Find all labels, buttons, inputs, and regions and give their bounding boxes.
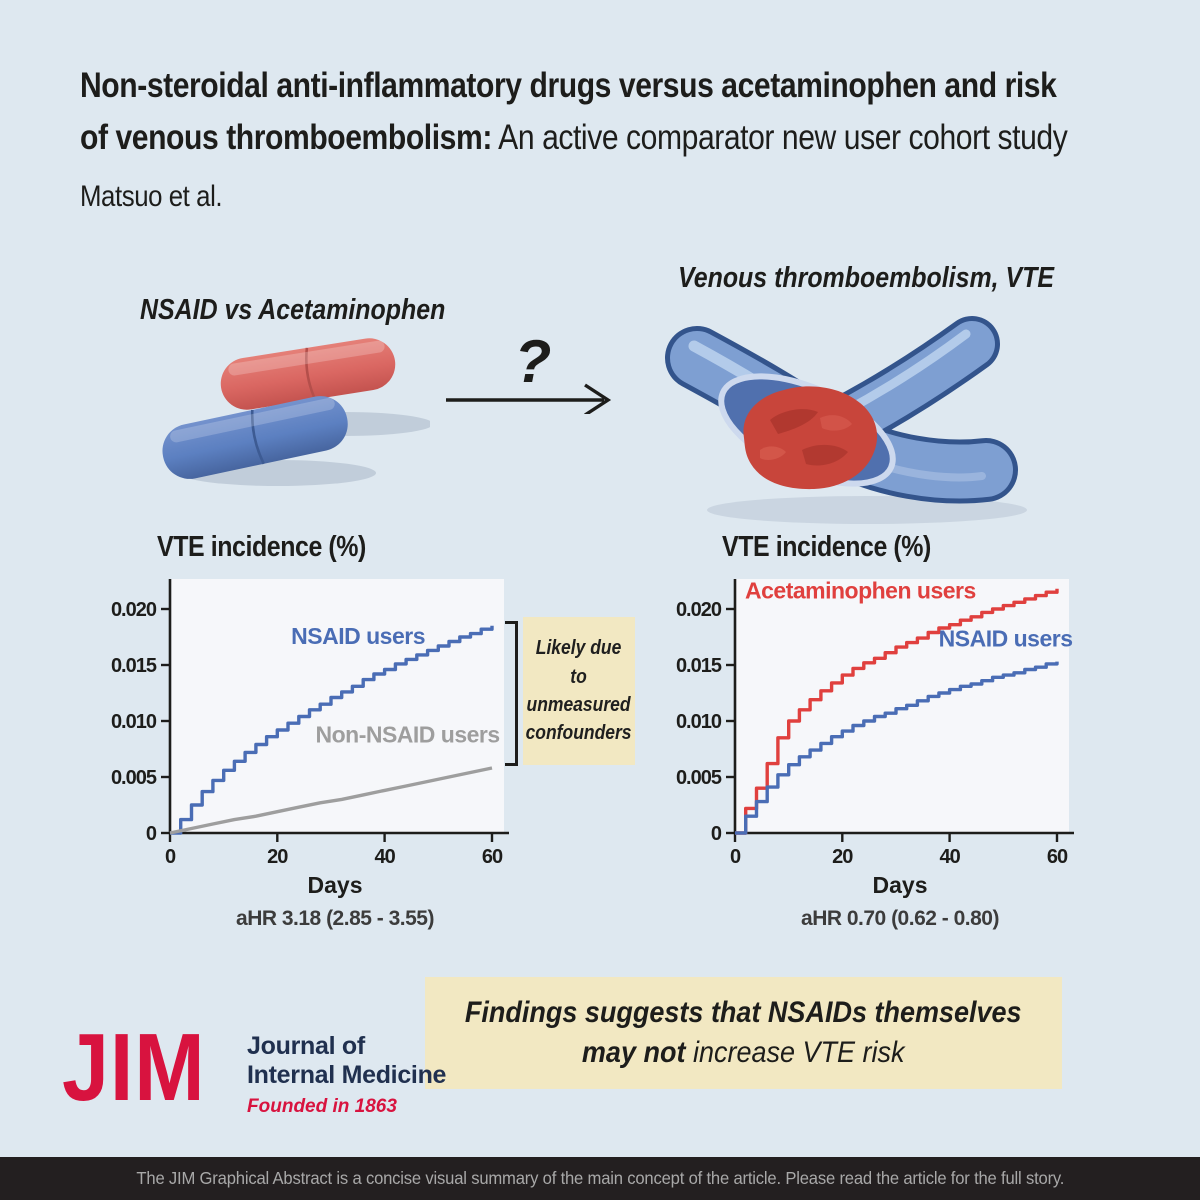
right-chart: 0 0.005 0.010 0.015 0.020 0 20 40 60 Acetaminophe… bbox=[660, 571, 1080, 903]
pills-illustration bbox=[130, 322, 433, 490]
svg-text:20: 20 bbox=[832, 846, 853, 868]
vein-thrombus-icon bbox=[665, 316, 1027, 524]
svg-text:NSAID users: NSAID users bbox=[939, 626, 1073, 652]
svg-text:0.010: 0.010 bbox=[111, 711, 157, 733]
svg-text:Days: Days bbox=[308, 872, 363, 898]
journal-logo: JIM Journal of Internal Medicine Founded… bbox=[62, 1014, 446, 1121]
footer-text: The JIM Graphical Abstract is a concise … bbox=[136, 1168, 1064, 1188]
svg-text:0.015: 0.015 bbox=[676, 655, 722, 677]
article-title-block: Non-steroidal anti-inflammatory drugs ve… bbox=[80, 60, 1200, 214]
right-chart-panel: VTE incidence (%) 0 0.005 0.010 0.015 0.020 0… bbox=[660, 531, 1080, 931]
authors: Matsuo et al. bbox=[80, 180, 223, 213]
svg-text:40: 40 bbox=[374, 846, 395, 868]
jim-logo-abbr: JIM bbox=[62, 1014, 206, 1121]
svg-text:60: 60 bbox=[1047, 846, 1068, 868]
svg-text:0.015: 0.015 bbox=[111, 655, 157, 677]
pills-icon bbox=[162, 338, 433, 486]
confounders-annotation-text: Likely due to unmeasured confounders bbox=[526, 637, 633, 745]
title-line2-bold: of venous thromboembolism: bbox=[80, 118, 492, 157]
footer-bar: The JIM Graphical Abstract is a concise … bbox=[0, 1157, 1200, 1200]
arrow-icon: ? bbox=[446, 328, 612, 417]
drugs-comparison-label: NSAID vs Acetaminophen bbox=[140, 294, 446, 326]
conclusion-emphasis: may not bbox=[582, 1036, 686, 1069]
bracket bbox=[505, 621, 518, 766]
left-chart-panel: VTE incidence (%) 0 0.005 0.010 0.015 0.020 0… bbox=[95, 531, 515, 931]
svg-text:0.020: 0.020 bbox=[111, 599, 157, 621]
vessel-illustration bbox=[652, 300, 1057, 532]
svg-text:Days: Days bbox=[873, 872, 928, 898]
outcome-label: Venous thromboembolism, VTE bbox=[678, 262, 1054, 294]
question-mark: ? bbox=[515, 328, 552, 395]
svg-text:0: 0 bbox=[146, 823, 157, 845]
title-line1: Non-steroidal anti-inflammatory drugs ve… bbox=[80, 66, 1057, 105]
journal-name-line2: Internal Medicine bbox=[247, 1061, 447, 1089]
journal-name-line1: Journal of bbox=[247, 1032, 365, 1060]
svg-text:0: 0 bbox=[711, 823, 722, 845]
left-chart-title: VTE incidence (%) bbox=[157, 531, 366, 563]
svg-text:0.020: 0.020 bbox=[676, 599, 722, 621]
svg-text:Non-NSAID users: Non-NSAID users bbox=[315, 721, 499, 747]
conclusion-box: Findings suggests that NSAIDs themselves… bbox=[425, 977, 1062, 1089]
svg-text:0.005: 0.005 bbox=[111, 767, 157, 789]
svg-text:60: 60 bbox=[482, 846, 503, 868]
svg-text:NSAID users: NSAID users bbox=[291, 623, 425, 649]
left-chart-hazard-ratio: aHR 3.18 (2.85 - 3.55) bbox=[236, 907, 434, 930]
svg-text:0.005: 0.005 bbox=[676, 767, 722, 789]
svg-text:0: 0 bbox=[165, 846, 176, 868]
conclusion-line2: may not increase VTE risk bbox=[582, 1036, 905, 1070]
right-chart-hazard-ratio: aHR 0.70 (0.62 - 0.80) bbox=[801, 907, 999, 930]
svg-text:20: 20 bbox=[267, 846, 288, 868]
svg-text:40: 40 bbox=[939, 846, 960, 868]
journal-logo-text: Journal of Internal Medicine Founded in … bbox=[247, 1032, 446, 1118]
question-arrow-group: ? bbox=[438, 326, 623, 417]
svg-text:0.010: 0.010 bbox=[676, 711, 722, 733]
conclusion-line2-rest: increase VTE risk bbox=[685, 1036, 905, 1069]
confounders-annotation: Likely due to unmeasured confounders bbox=[523, 617, 635, 765]
right-chart-title: VTE incidence (%) bbox=[722, 531, 931, 563]
svg-text:0: 0 bbox=[730, 846, 741, 868]
left-chart: 0 0.005 0.010 0.015 0.020 0 20 40 60 NSAID users N… bbox=[95, 571, 515, 903]
conclusion-line1: Findings suggests that NSAIDs themselves bbox=[465, 996, 1022, 1029]
title-line2-subtitle: An active comparator new user cohort stu… bbox=[491, 118, 1068, 157]
svg-text:Acetaminophen users: Acetaminophen users bbox=[745, 578, 976, 604]
journal-tagline: Founded in 1863 bbox=[247, 1096, 397, 1117]
